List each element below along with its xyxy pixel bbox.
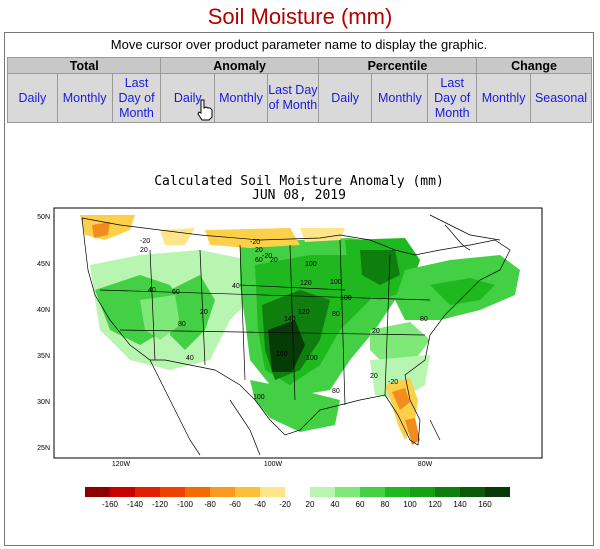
contour-label: 160 — [276, 351, 288, 358]
legend-label: 60 — [356, 500, 365, 509]
lon-labels: 120W 100W 80W — [112, 461, 433, 468]
instruction-text: Move cursor over product parameter name … — [110, 37, 488, 52]
legend-swatch — [185, 487, 210, 497]
contour-label: 120 — [298, 309, 310, 316]
legend-label: 80 — [381, 500, 390, 509]
contour-label: 20 — [200, 309, 208, 316]
total-last-day-link[interactable]: Last Day of Month — [111, 73, 162, 123]
contour-label: 60 — [255, 257, 263, 264]
contour-label: 100 — [253, 394, 265, 401]
legend-label: -20 — [279, 500, 291, 509]
legend-swatch — [385, 487, 410, 497]
lat-labels: 50N 45N 40N 35N 30N 25N — [37, 214, 50, 452]
lat-label: 30N — [37, 399, 50, 406]
legend-label: -120 — [152, 500, 169, 509]
contour-label: 100 — [306, 355, 318, 362]
contour-label: -20 — [250, 239, 260, 246]
legend-label: 140 — [453, 500, 467, 509]
map-title-line: Calculated Soil Moisture Anomaly (mm) — [154, 174, 444, 189]
legend-label: 100 — [403, 500, 417, 509]
legend-swatch — [335, 487, 360, 497]
contour-label: 80 — [420, 316, 428, 323]
legend-label: -60 — [229, 500, 241, 509]
contour-label: 120 — [300, 280, 312, 287]
legend-swatch — [160, 487, 185, 497]
contour-label: 40 — [232, 283, 240, 290]
contour-label: 60 — [172, 289, 180, 296]
legend-swatch — [485, 487, 510, 497]
legend-label: -100 — [177, 500, 194, 509]
legend-label: 20 — [306, 500, 315, 509]
contour-label: 80 — [178, 321, 186, 328]
anomaly-last-day-link[interactable]: Last Day of Month — [266, 73, 319, 123]
lat-label: 50N — [37, 214, 50, 221]
lat-label: 25N — [37, 445, 50, 452]
legend-swatch — [110, 487, 135, 497]
legend-swatch — [435, 487, 460, 497]
legend-label: -160 — [102, 500, 119, 509]
legend-swatch — [310, 487, 335, 497]
legend-label: -80 — [204, 500, 216, 509]
legend-label: -140 — [127, 500, 144, 509]
hand-cursor-icon — [197, 99, 213, 121]
contour-label: 80 — [332, 311, 340, 318]
contour-label: 20 — [255, 247, 263, 254]
legend-swatch — [85, 487, 110, 497]
lat-label: 35N — [37, 353, 50, 360]
legend-swatch — [410, 487, 435, 497]
anomaly-daily-label: Daily — [173, 90, 202, 105]
map-date: JUN 08, 2019 — [252, 188, 346, 203]
legend-label: 40 — [331, 500, 340, 509]
map-outlines — [81, 214, 511, 456]
legend-label: -40 — [254, 500, 266, 509]
contour-label: 100 — [340, 295, 352, 302]
contour-label: 20 — [270, 257, 278, 264]
legend-swatch — [135, 487, 160, 497]
percentile-monthly-link[interactable]: Monthly — [371, 73, 429, 123]
contour-label: 20 — [370, 373, 378, 380]
anomaly-monthly-link[interactable]: Monthly — [214, 73, 268, 123]
contour-labels: -20 20 -20 20 -20 60 20 100 100 40 120 4… — [140, 238, 428, 401]
legend-labels: -160 -140 -120 -100 -80 -60 -40 -20 20 40 60 80 100 1… — [102, 500, 492, 509]
contour-label: 140 — [284, 316, 296, 323]
group-percentile-header: Percentile — [317, 57, 478, 74]
contour-label: 40 — [186, 355, 194, 362]
contour-label: -20 — [140, 238, 150, 245]
contour-label: -20 — [388, 379, 398, 386]
total-monthly-link[interactable]: Monthly — [56, 73, 113, 123]
map-fills — [80, 215, 520, 445]
percentile-daily-link[interactable]: Daily — [317, 73, 373, 123]
legend-swatch — [235, 487, 260, 497]
legend-swatch — [360, 487, 385, 497]
change-monthly-link[interactable]: Monthly — [476, 73, 532, 123]
change-seasonal-link[interactable]: Seasonal — [530, 73, 592, 123]
lon-label: 100W — [264, 461, 283, 468]
contour-label: 80 — [332, 388, 340, 395]
map-title: Calculated Soil Moisture Anomaly (mm) JU… — [5, 175, 593, 203]
contour-label: 100 — [305, 261, 317, 268]
legend-swatch — [210, 487, 235, 497]
legend-swatch — [460, 487, 485, 497]
legend-bar — [85, 487, 510, 497]
page-title: Soil Moisture (mm) — [207, 4, 393, 29]
percentile-last-day-link[interactable]: Last Day of Month — [427, 73, 478, 123]
lat-label: 45N — [37, 261, 50, 268]
contour-label: -20 — [262, 253, 272, 260]
contour-label: 100 — [330, 279, 342, 286]
legend-label: 120 — [428, 500, 442, 509]
lat-label: 40N — [37, 307, 50, 314]
group-anomaly-header: Anomaly — [160, 57, 319, 74]
legend-label: 160 — [478, 500, 492, 509]
lon-label: 80W — [418, 461, 433, 468]
lon-label: 120W — [112, 461, 131, 468]
contour-label: 40 — [148, 287, 156, 294]
contour-label: 20 — [140, 247, 148, 254]
product-table: Total Anomaly Percentile Change Daily Mo… — [6, 57, 592, 123]
contour-label: 20 — [372, 328, 380, 335]
legend-swatch — [285, 487, 310, 497]
legend-swatch — [260, 487, 285, 497]
group-total-header: Total — [6, 57, 162, 74]
